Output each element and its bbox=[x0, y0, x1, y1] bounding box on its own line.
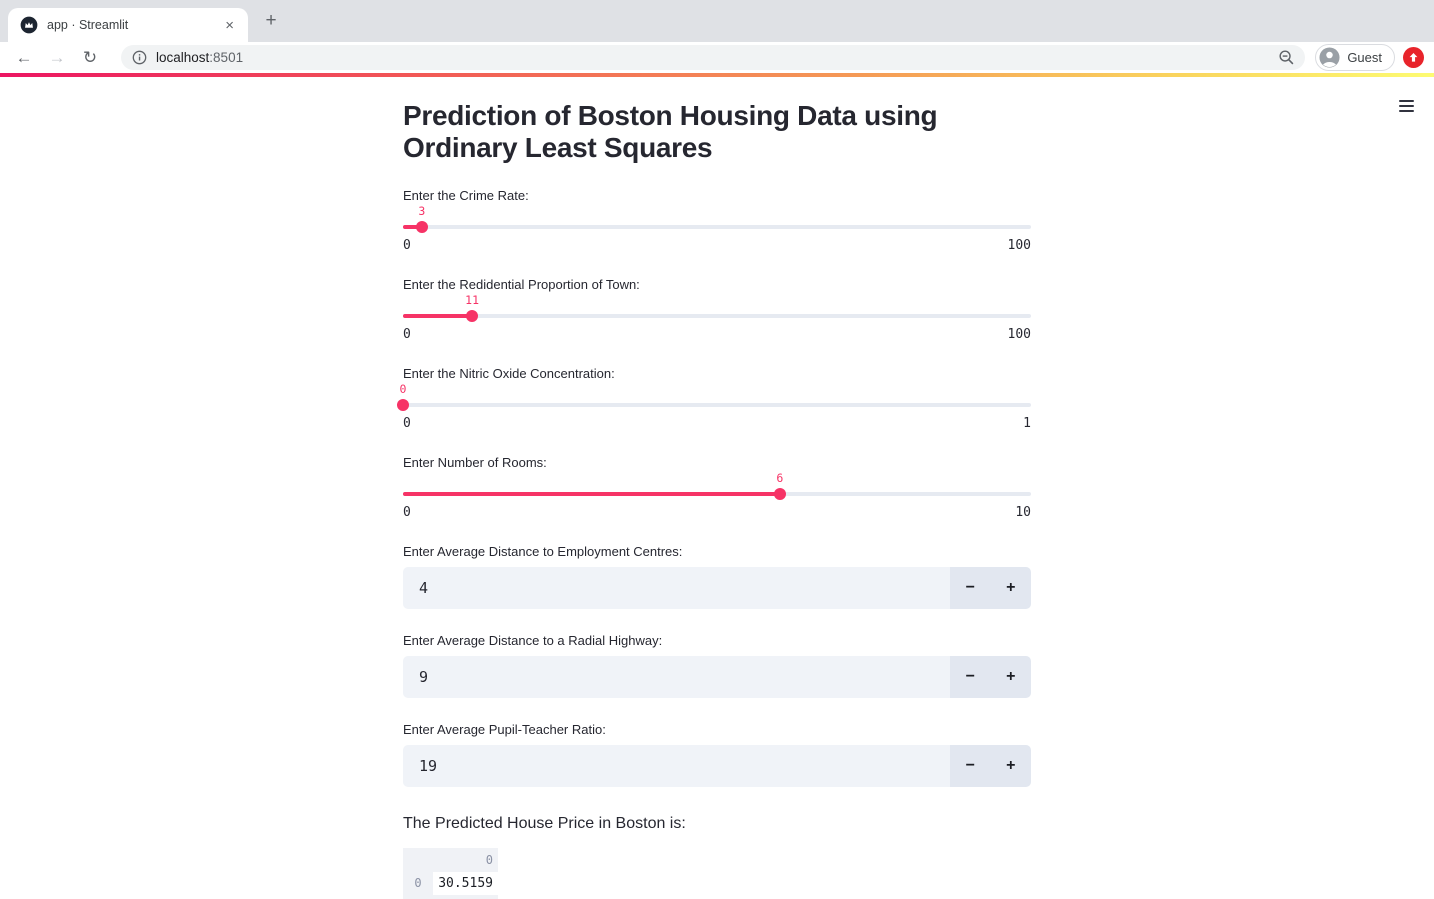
dataframe-value-cell: 30.5159 bbox=[433, 872, 498, 895]
extension-update-icon[interactable] bbox=[1403, 47, 1424, 68]
result-text: The Predicted House Price in Boston is: bbox=[403, 815, 686, 832]
slider-label: Enter the Crime Rate: bbox=[403, 188, 529, 203]
address-bar[interactable]: localhost:8501 bbox=[121, 45, 1306, 70]
slider-max-label: 100 bbox=[1007, 327, 1031, 342]
slider-widget-number-of-rooms: Enter Number of Rooms: 6 0 10 bbox=[403, 455, 1031, 520]
slider-track[interactable] bbox=[397, 399, 1031, 411]
number-input-pupil-teacher-ratio: Enter Average Pupil-Teacher Ratio: 19 − … bbox=[403, 722, 1031, 787]
profile-name: Guest bbox=[1347, 50, 1382, 65]
back-button[interactable]: ← bbox=[15, 47, 33, 67]
slider-thumb[interactable] bbox=[415, 221, 428, 233]
number-input-label: Enter Average Pupil-Teacher Ratio: bbox=[403, 722, 606, 737]
slider-thumb[interactable] bbox=[466, 310, 479, 322]
slider-track[interactable] bbox=[403, 310, 1031, 322]
main-column: Prediction of Boston Housing Data using … bbox=[397, 77, 1031, 899]
slider-value-label: 0 bbox=[399, 382, 407, 396]
forward-button[interactable]: → bbox=[48, 47, 66, 67]
url-port: :8501 bbox=[209, 50, 244, 65]
dataframe-header-row: 0 bbox=[403, 848, 498, 872]
increment-button[interactable]: + bbox=[991, 567, 1032, 609]
result-dataframe: 0 0 30.5159 bbox=[403, 848, 498, 899]
slider-minmax: 0 100 bbox=[403, 238, 1031, 253]
number-input-label: Enter Average Distance to Employment Cen… bbox=[403, 544, 683, 559]
slider-value-label: 6 bbox=[776, 471, 784, 485]
slider-thumb[interactable] bbox=[773, 488, 786, 500]
profile-button[interactable]: Guest bbox=[1315, 44, 1395, 71]
app-content: Prediction of Boston Housing Data using … bbox=[0, 77, 1434, 899]
number-input-field[interactable]: 9 bbox=[403, 656, 950, 698]
number-input-steppers: − + bbox=[950, 745, 1031, 787]
slider-min-label: 0 bbox=[403, 238, 411, 253]
dataframe-column-header: 0 bbox=[485, 853, 493, 867]
slider-value-label: 3 bbox=[418, 204, 426, 218]
decrement-button[interactable]: − bbox=[950, 656, 991, 698]
slider-thumb[interactable] bbox=[397, 399, 409, 411]
slider-widget-nitric-oxide: Enter the Nitric Oxide Concentration: 0 … bbox=[397, 366, 1031, 431]
crime-rate-slider[interactable]: 3 0 100 bbox=[403, 204, 1031, 253]
reload-button[interactable]: ↻ bbox=[82, 47, 98, 67]
dataframe-corner-cell bbox=[403, 848, 433, 872]
increment-button[interactable]: + bbox=[991, 656, 1032, 698]
tab-title: app · Streamlit bbox=[47, 18, 129, 32]
slider-widget-crime-rate: Enter the Crime Rate: 3 0 100 bbox=[403, 188, 1031, 253]
slider-track[interactable] bbox=[403, 221, 1031, 233]
number-input-employment-distance: Enter Average Distance to Employment Cen… bbox=[403, 544, 1031, 609]
decrement-button[interactable]: − bbox=[950, 745, 991, 787]
url-host: localhost bbox=[156, 50, 210, 65]
residential-proportion-slider[interactable]: 11 0 100 bbox=[403, 293, 1031, 342]
slider-value-label: 11 bbox=[465, 293, 480, 307]
page-info-icon[interactable] bbox=[132, 50, 147, 65]
slider-label: Enter the Redidential Proportion of Town… bbox=[403, 277, 640, 292]
url-text[interactable]: localhost:8501 bbox=[156, 50, 1278, 65]
streamlit-favicon-icon bbox=[20, 16, 38, 34]
new-tab-button[interactable]: + bbox=[265, 10, 277, 31]
number-input: 4 − + bbox=[403, 567, 1031, 609]
browser-tab[interactable]: app · Streamlit × bbox=[8, 8, 248, 42]
slider-fill bbox=[403, 225, 422, 229]
decrement-button[interactable]: − bbox=[950, 567, 991, 609]
slider-max-label: 1 bbox=[1023, 416, 1031, 431]
number-input-field[interactable]: 19 bbox=[403, 745, 950, 787]
slider-widget-residential-proportion: Enter the Redidential Proportion of Town… bbox=[403, 277, 1031, 342]
slider-max-label: 100 bbox=[1007, 238, 1031, 253]
nitric-oxide-slider[interactable]: 0 0 1 bbox=[397, 382, 1031, 431]
slider-minmax: 0 1 bbox=[403, 416, 1031, 431]
number-of-rooms-slider[interactable]: 6 0 10 bbox=[403, 471, 1031, 520]
streamlit-decoration-bar bbox=[0, 73, 1434, 77]
slider-min-label: 0 bbox=[403, 327, 411, 342]
slider-min-label: 0 bbox=[403, 416, 411, 431]
number-input-radial-highway-distance: Enter Average Distance to a Radial Highw… bbox=[403, 633, 1031, 698]
tab-close-icon[interactable]: × bbox=[225, 16, 234, 34]
zoom-out-icon[interactable] bbox=[1278, 49, 1295, 66]
dataframe-row-index: 0 bbox=[414, 876, 422, 890]
page-title: Prediction of Boston Housing Data using … bbox=[403, 100, 938, 163]
avatar-icon bbox=[1319, 47, 1340, 68]
streamlit-menu-button[interactable] bbox=[1399, 95, 1414, 117]
browser-toolbar: ← → ↻ localhost:8501 Guest bbox=[0, 42, 1434, 73]
number-input-steppers: − + bbox=[950, 567, 1031, 609]
browser-tab-bar: app · Streamlit × + bbox=[0, 0, 1434, 42]
slider-max-label: 10 bbox=[1015, 505, 1031, 520]
number-input-label: Enter Average Distance to a Radial Highw… bbox=[403, 633, 663, 648]
number-input: 19 − + bbox=[403, 745, 1031, 787]
number-input-field[interactable]: 4 bbox=[403, 567, 950, 609]
slider-track[interactable] bbox=[403, 488, 1031, 500]
slider-label: Enter Number of Rooms: bbox=[403, 455, 547, 470]
slider-label: Enter the Nitric Oxide Concentration: bbox=[403, 366, 615, 381]
slider-fill bbox=[403, 492, 780, 496]
slider-min-label: 0 bbox=[403, 505, 411, 520]
slider-fill bbox=[403, 314, 473, 318]
number-input: 9 − + bbox=[403, 656, 1031, 698]
table-row: 0 30.5159 bbox=[403, 872, 498, 895]
slider-minmax: 0 10 bbox=[403, 505, 1031, 520]
slider-minmax: 0 100 bbox=[403, 327, 1031, 342]
increment-button[interactable]: + bbox=[991, 745, 1032, 787]
number-input-steppers: − + bbox=[950, 656, 1031, 698]
